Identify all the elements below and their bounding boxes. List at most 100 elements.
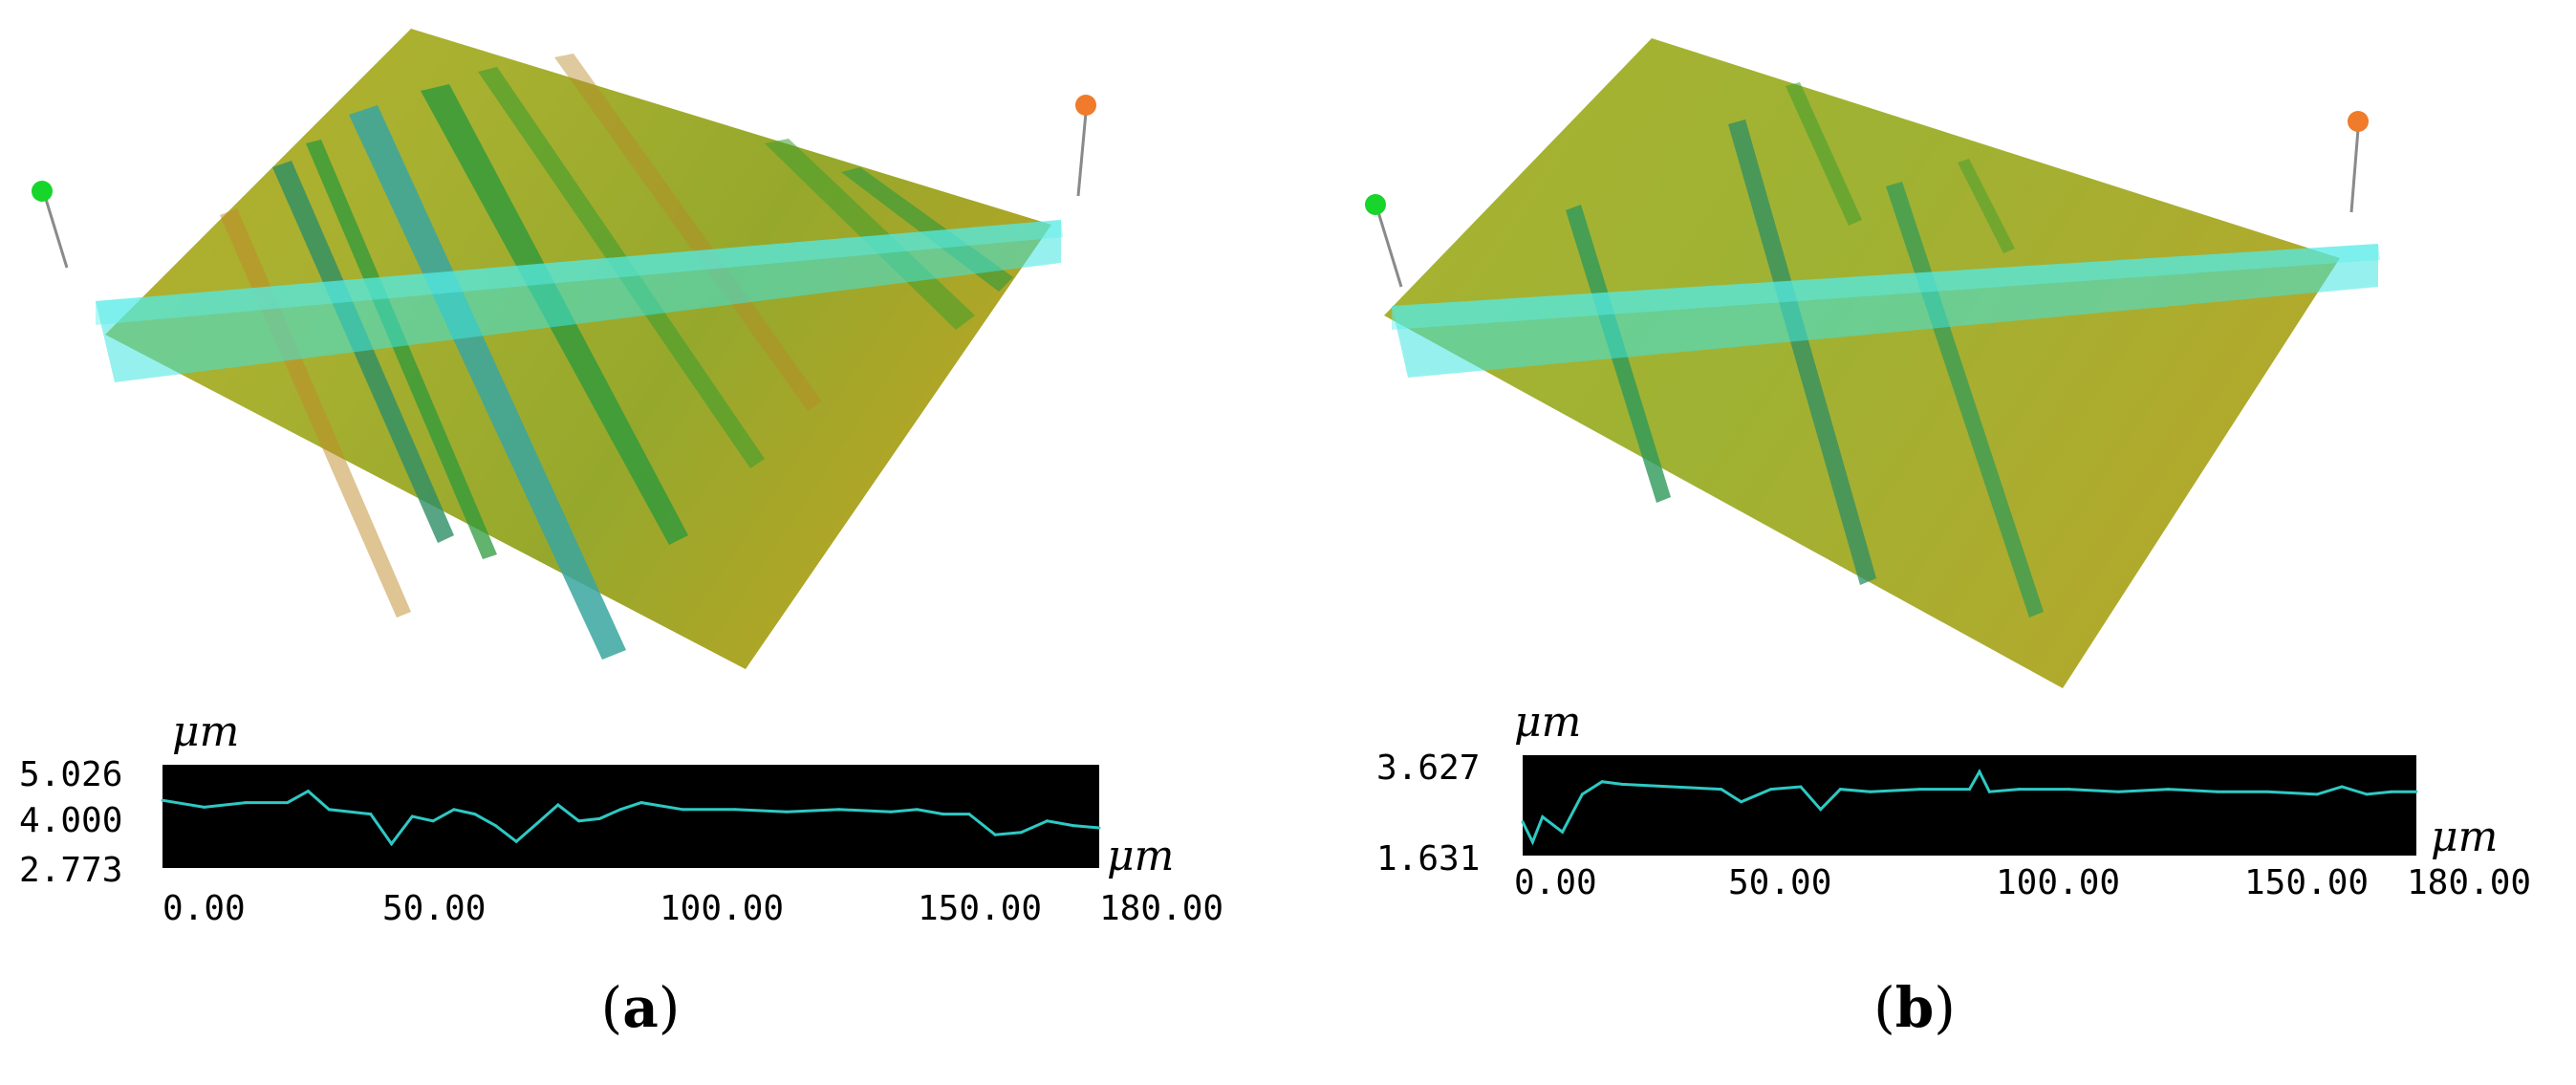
profile-point [2365,792,2369,796]
marker-left-b [1365,194,1386,215]
profile-point [473,813,477,816]
profile-point [1918,788,1922,792]
profile-point [681,808,684,812]
profile-line-group-b [1521,768,2418,846]
marker-stem-right-b [2349,128,2360,213]
x-tick-a-150: 150.00 [918,889,1042,928]
scan-band-b [1392,244,2378,378]
profile-point [2067,788,2070,792]
x-tick-b-180: 180.00 [2407,863,2531,902]
surface-map-b [1384,38,2380,688]
profile-point [785,810,789,814]
profile-point [639,801,643,805]
profile-point [244,801,248,805]
profile-series-line-b [1521,768,2416,846]
profile-point [1819,808,1823,812]
x-tick-a-100: 100.00 [660,889,784,928]
marker-stem-left-b [1376,211,1403,288]
x-tick-b-150: 150.00 [2244,863,2369,902]
x-tick-a-50: 50.00 [382,889,486,928]
profile-point [286,801,290,805]
profile-point [889,810,893,814]
profile-plot-b [1523,755,2416,856]
profile-point [577,819,581,823]
profile-point [327,808,331,812]
profile-point [1740,800,1743,804]
profile-point [535,821,539,825]
marker-right-a [1075,95,1096,116]
x-unit-b: μm [2431,813,2498,861]
profile-point [1720,788,1723,792]
profile-point [1838,788,1842,792]
marker-stem-left-a [43,195,69,269]
profile-point [2340,785,2344,789]
profile-point [306,790,310,793]
profile-point [514,839,518,843]
y-tick-a-mid: 4.000 [19,801,122,840]
y-unit-a: μm [172,707,239,756]
profile-point [556,803,560,807]
x-tick-a-180: 180.00 [1099,889,1223,928]
marker-left-a [32,181,53,202]
panel-a: μm 5.026 4.000 2.773 0.00 50.00 100.00 1… [19,29,1223,1040]
y-unit-b: μm [1514,698,1581,747]
profile-point [942,813,945,816]
profile-point [431,819,435,823]
profile-point [618,808,622,812]
profile-point [1097,826,1101,830]
profile-point [1799,785,1803,789]
profile-point [1019,831,1023,835]
profile-point [2265,790,2269,793]
profile-point [733,808,737,812]
profile-point [1600,780,1604,784]
panel-b: μm 3.627 1.631 0.00 50.00 100.00 150.00 … [1288,0,2576,1085]
profile-point [837,808,841,812]
profile-point [1561,830,1565,834]
profile-point [1987,790,1991,793]
profile-point [1978,770,1981,773]
profile-point [2414,790,2418,793]
y-tick-a-top: 5.026 [19,755,122,794]
x-tick-b-100: 100.00 [1996,863,2120,902]
profile-point [1769,788,1773,792]
y-tick-a-bottom: 2.773 [19,851,122,890]
profile-point [452,808,456,812]
profile-point [390,842,394,846]
profile-point [2216,790,2219,793]
profile-point [2166,788,2170,792]
profile-point [1580,792,1584,796]
profile-point [1968,788,1971,792]
profile-point [1521,820,1525,824]
marker-stem-right-a [1076,112,1088,197]
profile-point [993,833,997,836]
profile-point [1670,785,1674,789]
profile-point [1530,840,1534,844]
profile-point [2315,792,2319,796]
x-tick-a-0: 0.00 [162,889,246,928]
surface-map-a [96,29,1063,669]
profile-point [2116,790,2120,793]
profile-point [1541,815,1545,818]
profile-point [915,808,919,812]
scan-band-a [96,220,1061,382]
x-unit-a: μm [1107,832,1174,880]
profile-point [410,814,414,818]
caption-b: (b) [1873,975,1956,1040]
profile-point [369,813,373,816]
profile-plot-a [162,765,1099,868]
profile-point [493,824,497,828]
profile-point [203,805,206,809]
y-tick-b-bottom: 1.631 [1376,839,1480,879]
profile-point [2390,790,2393,793]
profile-point [1869,790,1872,793]
profile-point [967,813,971,816]
caption-a: (a) [600,975,681,1040]
profile-point [161,798,164,802]
x-tick-b-0: 0.00 [1514,863,1597,902]
profile-line-group-a [161,789,1101,847]
marker-right-b [2348,111,2369,132]
panel-b-svg: μm 3.627 1.631 0.00 50.00 100.00 150.00 … [1365,38,2531,902]
profile-point [597,816,601,820]
profile-point [1046,819,1050,823]
profile-point [1072,824,1075,828]
